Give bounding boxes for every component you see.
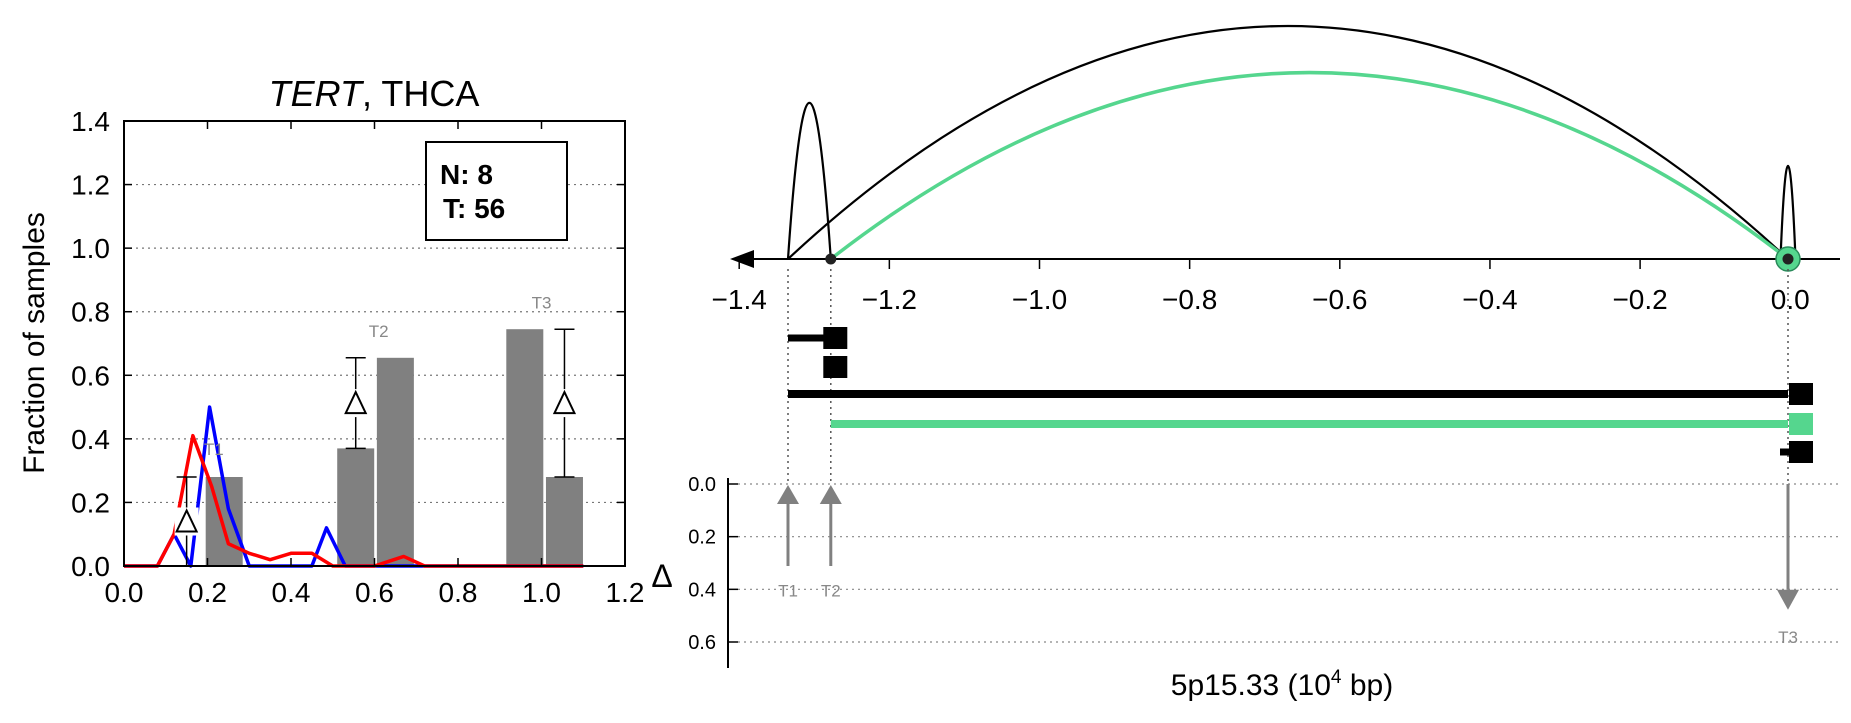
strand-arrow-icon [730, 250, 754, 268]
delta-tick-label: 0.2 [688, 527, 716, 549]
exon-block [823, 356, 848, 378]
x-axis-label-tail: bp) [1342, 669, 1394, 702]
splice-arc [829, 70, 1790, 261]
locus-transcripts [788, 327, 1813, 463]
bar-group-label: T2 [369, 322, 389, 341]
x-tick-label: 0.2 [188, 577, 227, 608]
chart-title: TERT, THCA [269, 73, 480, 114]
site-arrow-head-icon [1777, 589, 1799, 610]
delta-tick-label: 0.4 [688, 579, 716, 601]
exon-block [1789, 413, 1813, 435]
x-tick-label: 1.0 [522, 577, 561, 608]
splice-arc [786, 102, 832, 260]
bar [545, 477, 583, 566]
x-tick-label: 0.0 [105, 577, 144, 608]
bar-group-label: T3 [532, 294, 552, 313]
bar [506, 329, 544, 566]
x-tick-label: 0.8 [439, 577, 478, 608]
y-tick-label: 0.2 [71, 487, 110, 518]
site-arrow-head-icon [777, 485, 799, 504]
junction-marker [1782, 253, 1794, 265]
delta-axis-label: Δ [651, 558, 672, 594]
splice-arc [1779, 164, 1797, 260]
genome-tick-label: 0.0 [1771, 284, 1810, 315]
site-label: T2 [821, 581, 841, 600]
delta-symbol [552, 389, 577, 415]
title-gene: TERT [269, 73, 365, 114]
exon-block [1789, 441, 1813, 463]
y-tick-label: 0.0 [71, 551, 110, 582]
delta-tick-label: 0.0 [688, 474, 716, 496]
y-tick-label: 1.0 [71, 233, 110, 264]
title-cohort: , THCA [362, 73, 479, 114]
locus-genome-axis: −1.4 −1.2 −1.0 −0.8 −0.6 −0.4 −0.2 0.0 [712, 246, 1840, 315]
site-arrow-head-icon [819, 485, 842, 504]
y-tick-label: 0.8 [71, 297, 110, 328]
genome-tick-label: −1.2 [862, 284, 917, 315]
legend-t: T: 56 [443, 193, 505, 224]
bar [337, 448, 375, 566]
bar-group-label: T1 [204, 440, 224, 459]
x-tick-label: 0.6 [355, 577, 394, 608]
y-tick-label: 0.6 [71, 360, 110, 391]
y-axis-label: Fraction of samples [18, 212, 51, 474]
exon-block [1789, 383, 1813, 405]
locus-site-arrows: T1 T2 T3 [777, 484, 1799, 647]
bar [376, 357, 414, 566]
histogram-x-ticks: 0.0 0.2 0.4 0.6 0.8 1.0 1.2 [105, 121, 645, 608]
x-axis-label-base: 5p15.33 (10 [1171, 669, 1331, 702]
genome-tick-label: −0.8 [1162, 284, 1217, 315]
legend-box [425, 141, 568, 241]
site-label: T3 [1778, 628, 1798, 647]
delta-symbol [344, 389, 368, 415]
legend-n: N: 8 [440, 159, 493, 190]
x-tick-label: 0.4 [272, 577, 311, 608]
genome-tick-label: −1.4 [712, 284, 767, 315]
delta-symbol [175, 508, 199, 533]
genome-tick-label: −0.2 [1612, 284, 1667, 315]
y-tick-label: 0.4 [71, 424, 110, 455]
locus-arcs [786, 24, 1797, 261]
genome-tick-label: −1.0 [1012, 284, 1067, 315]
splice-arc [787, 24, 1789, 260]
x-tick-label: 1.2 [606, 577, 645, 608]
junction-marker [825, 253, 837, 265]
exon-block [823, 327, 848, 349]
genome-tick-label: −0.4 [1462, 284, 1517, 315]
x-axis-label: 5p15.33 (104 bp) [1171, 667, 1393, 702]
histogram-y-ticks: 0.0 0.2 0.4 0.6 0.8 1.0 1.2 1.4 [71, 106, 625, 582]
y-tick-label: 1.4 [71, 106, 110, 137]
locus-delta-axis: 0.0 0.2 0.4 0.6 [688, 474, 1840, 668]
histogram-bars [205, 329, 583, 566]
delta-tick-label: 0.6 [688, 632, 716, 654]
histogram-group-labels: T1 T2 T3 [204, 294, 552, 459]
x-axis-label-exp: 4 [1331, 667, 1342, 688]
genome-tick-label: −0.6 [1312, 284, 1367, 315]
locus-panel: −1.4 −1.2 −1.0 −0.8 −0.6 −0.4 −0.2 0.0 0.00.20.… [651, 24, 1840, 702]
y-tick-label: 1.2 [71, 170, 110, 201]
histogram-delta-markers [174, 328, 577, 567]
site-label: T1 [778, 581, 798, 600]
